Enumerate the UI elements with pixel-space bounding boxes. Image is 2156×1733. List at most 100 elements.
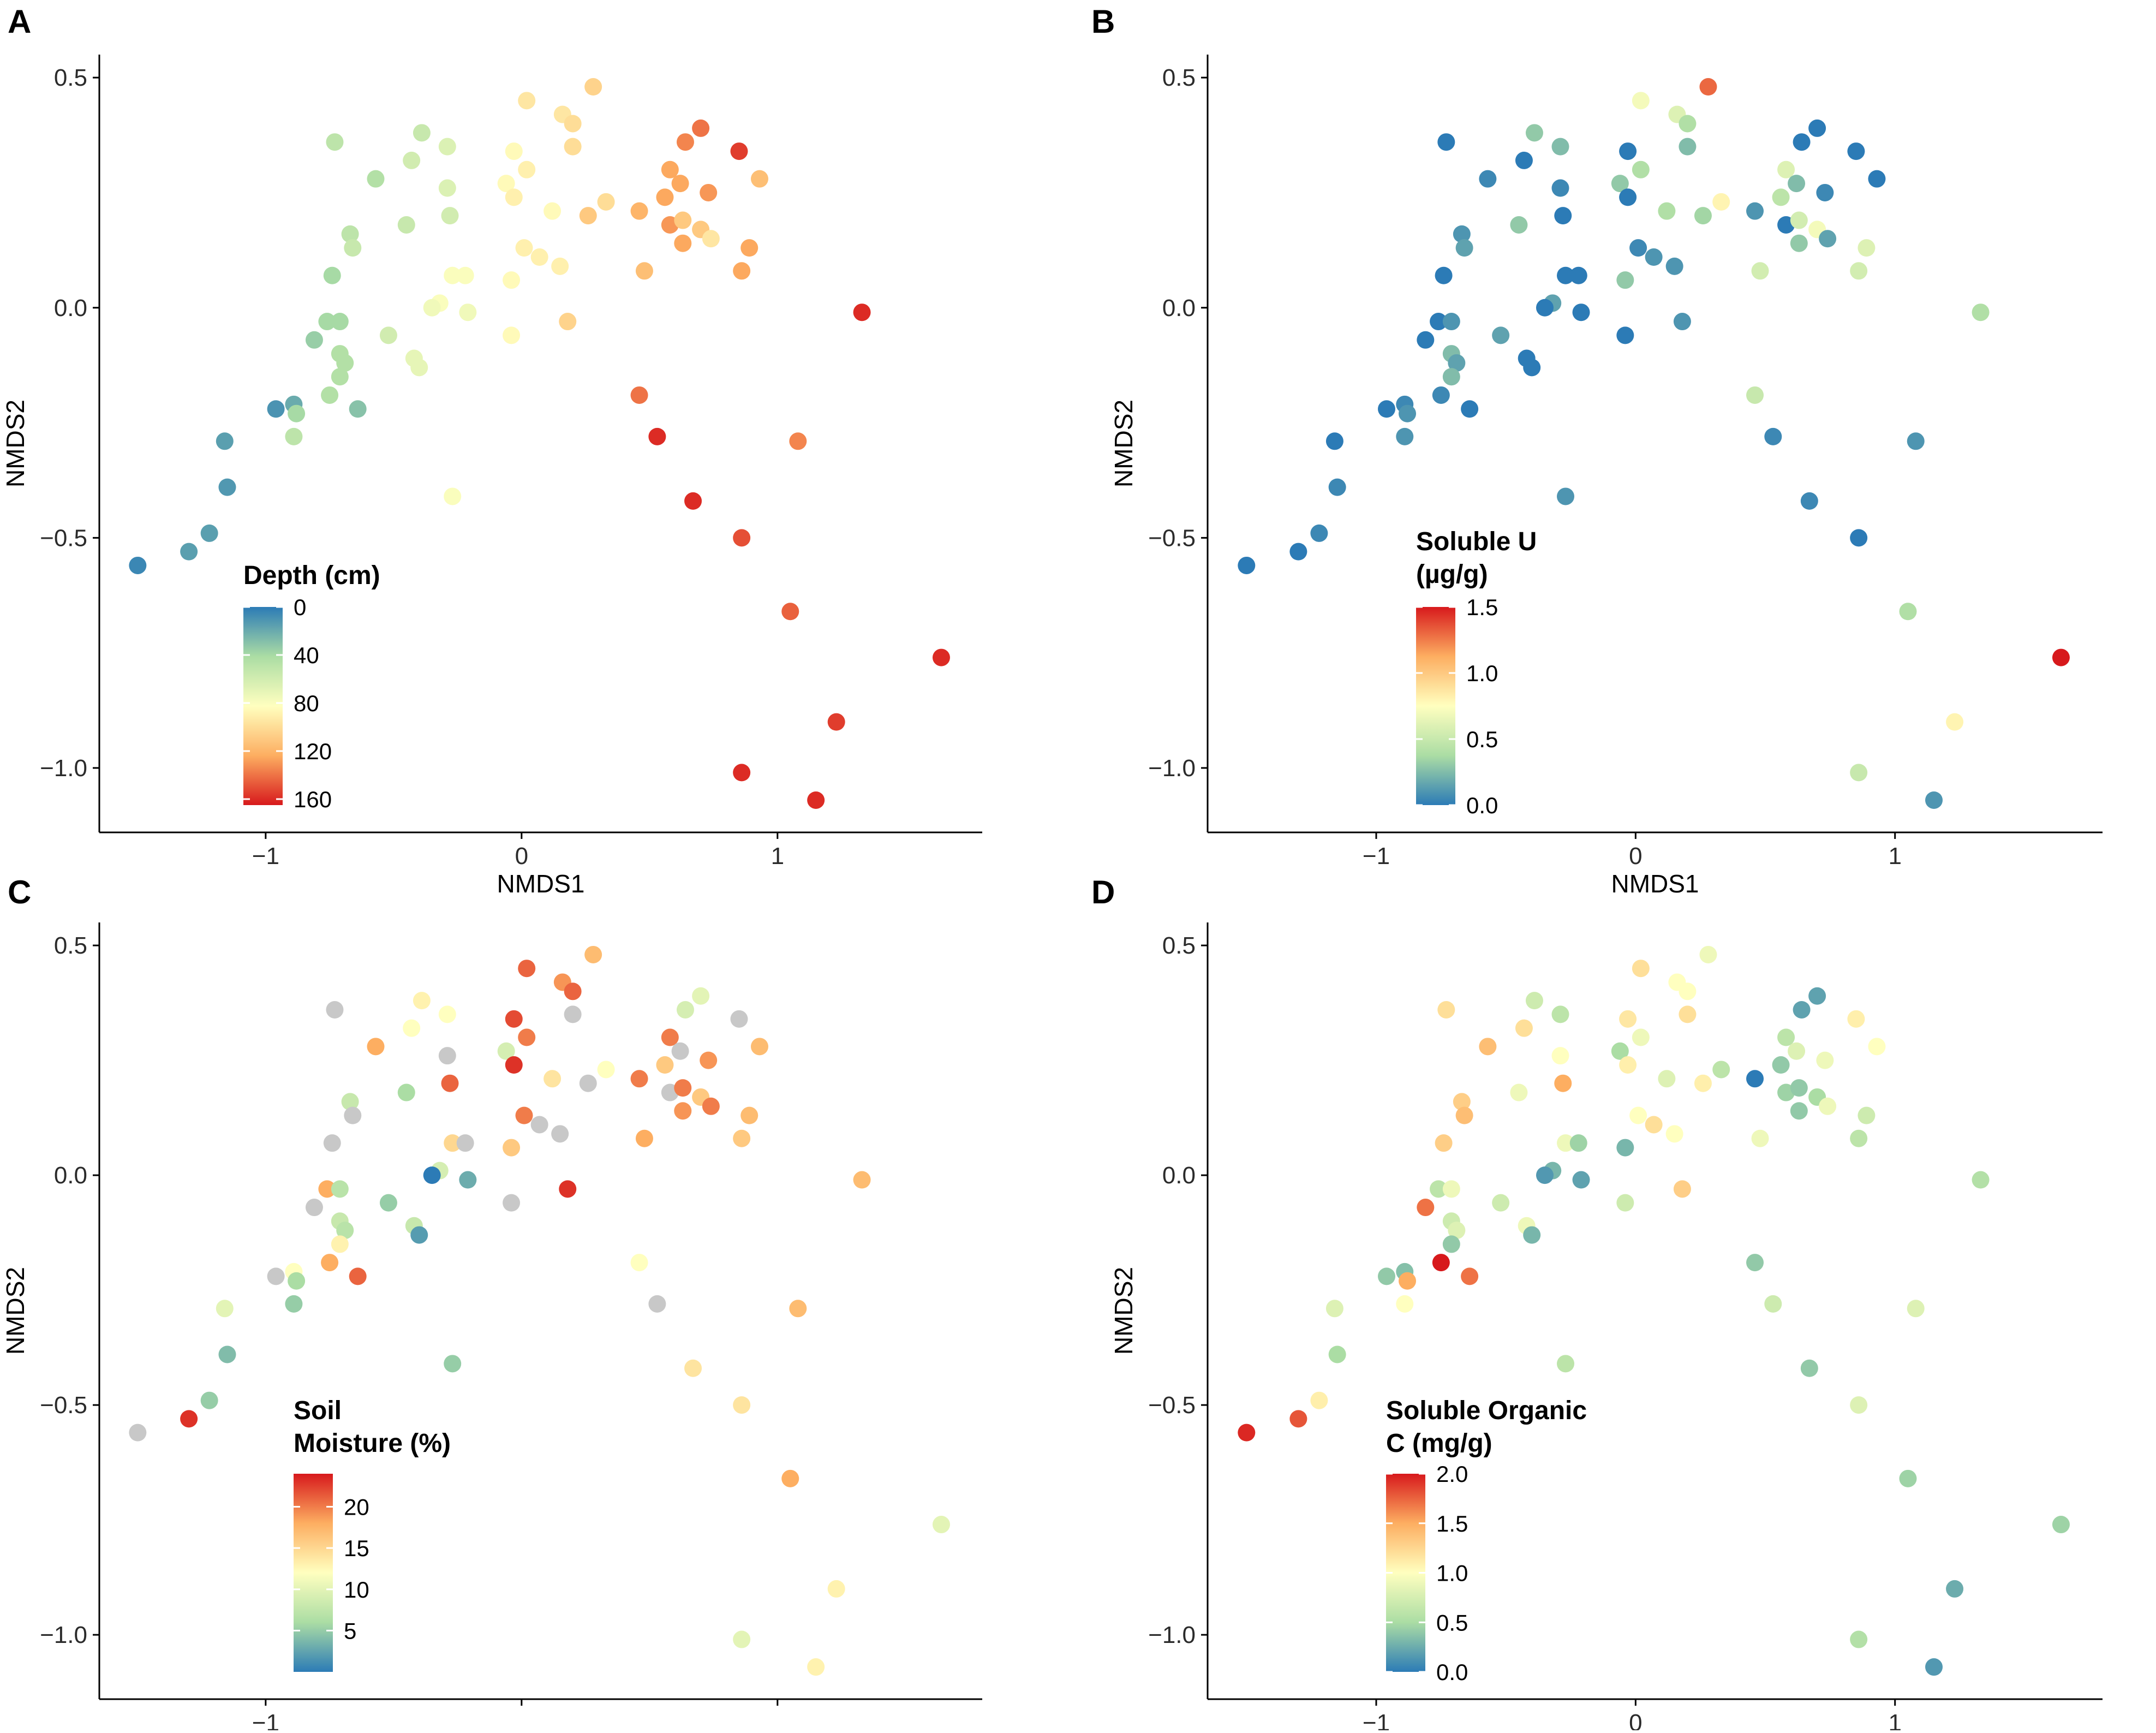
data-point <box>1525 124 1543 142</box>
data-point <box>441 207 459 225</box>
data-point <box>1551 1005 1569 1023</box>
data-point <box>700 1051 718 1069</box>
panel-letter: D <box>1091 874 1115 910</box>
colorbar-tick-label: 1.5 <box>1466 594 1498 620</box>
data-point <box>1430 1180 1448 1198</box>
data-point <box>1569 266 1587 284</box>
data-point <box>648 1295 666 1313</box>
data-point <box>285 1295 303 1313</box>
data-point <box>1972 1171 1990 1189</box>
data-point <box>551 257 569 275</box>
data-point <box>559 313 577 331</box>
data-point <box>1515 1019 1533 1037</box>
data-point <box>459 303 477 321</box>
y-tick-label: 0.0 <box>1162 295 1196 321</box>
data-point <box>1899 1469 1917 1487</box>
data-point <box>1632 1028 1650 1046</box>
data-point <box>438 138 456 156</box>
data-point <box>410 1226 428 1244</box>
data-point <box>1417 331 1435 349</box>
data-point <box>410 359 428 377</box>
data-point <box>807 1658 825 1676</box>
data-point <box>1850 764 1868 782</box>
data-point <box>733 529 751 547</box>
data-point <box>323 266 341 284</box>
data-point <box>1328 478 1346 496</box>
data-point <box>336 1222 354 1240</box>
data-point <box>336 354 354 372</box>
data-point <box>1751 262 1769 280</box>
data-point <box>692 987 710 1005</box>
data-point <box>827 1580 845 1598</box>
data-point <box>1572 1171 1590 1189</box>
data-point <box>397 1083 415 1101</box>
data-point <box>1453 225 1471 243</box>
y-tick-label: 0.5 <box>54 932 87 959</box>
colorbar-tick-label: 20 <box>344 1494 369 1520</box>
data-point <box>1772 188 1790 206</box>
legend-title: Soluble U <box>1416 527 1537 556</box>
data-point <box>216 432 234 450</box>
data-point <box>515 1106 533 1124</box>
y-tick-label: −0.5 <box>1148 525 1196 551</box>
data-point <box>267 1267 285 1285</box>
data-point <box>318 313 336 331</box>
data-point <box>564 1005 582 1023</box>
colorbar-legend: Depth (cm) 0 40 80 120 160 <box>243 561 380 812</box>
data-point <box>379 326 397 344</box>
data-point <box>1816 183 1834 201</box>
colorbar <box>243 607 283 805</box>
y-axis-title: NMDS2 <box>1 400 29 487</box>
data-point <box>1437 1001 1455 1019</box>
data-point <box>853 1171 871 1189</box>
data-point <box>367 170 385 188</box>
data-point <box>1325 1300 1343 1318</box>
data-point <box>733 764 751 782</box>
data-point <box>1629 1106 1647 1124</box>
data-point <box>444 266 462 284</box>
data-point <box>321 386 339 404</box>
data-point <box>1619 1010 1637 1028</box>
legend-title: Moisture (%) <box>294 1429 451 1458</box>
data-point <box>1790 1102 1808 1120</box>
y-tick-label: 0.5 <box>1162 932 1196 959</box>
data-point <box>932 1516 950 1534</box>
data-point <box>503 1194 521 1212</box>
data-point <box>656 188 674 206</box>
data-point <box>403 151 421 169</box>
data-point <box>1850 1396 1868 1414</box>
data-point <box>1679 1005 1697 1023</box>
data-point <box>1448 1222 1466 1240</box>
data-point <box>1899 603 1917 621</box>
data-point <box>853 303 871 321</box>
data-point <box>413 124 431 142</box>
data-point <box>684 492 702 510</box>
data-point <box>1679 982 1697 1001</box>
data-point <box>1442 313 1460 331</box>
data-point <box>1479 170 1497 188</box>
data-point <box>505 188 523 206</box>
data-point <box>2052 648 2070 666</box>
data-point <box>1399 404 1417 422</box>
data-point <box>1847 142 1865 160</box>
data-point <box>1790 211 1808 229</box>
colorbar-legend: Soluble U (µg/g) 1.5 1.0 0.5 0.0 <box>1416 527 1537 818</box>
data-point <box>1868 170 1886 188</box>
data-point <box>1479 1038 1497 1056</box>
data-point <box>288 1272 306 1290</box>
data-point <box>700 183 718 201</box>
data-point <box>1665 257 1683 275</box>
data-point <box>733 1396 751 1414</box>
data-point <box>1746 202 1764 220</box>
data-point <box>1430 313 1448 331</box>
data-point <box>505 1056 523 1074</box>
data-point <box>1632 160 1650 178</box>
x-tick-label: −1 <box>1363 1710 1390 1730</box>
data-point <box>630 202 648 220</box>
data-point <box>1289 543 1307 561</box>
colorbar-tick-label: 0.0 <box>1436 1659 1468 1685</box>
data-point <box>441 1074 459 1092</box>
data-point <box>630 386 648 404</box>
y-axis-title: NMDS2 <box>1 1267 29 1355</box>
